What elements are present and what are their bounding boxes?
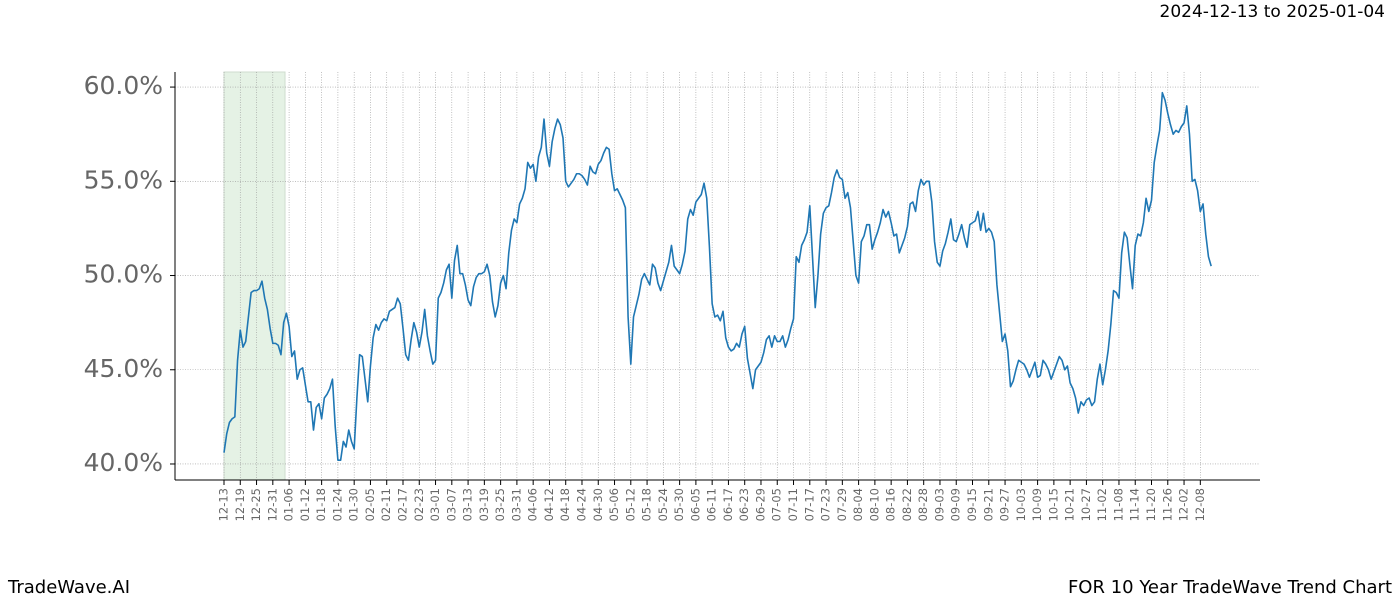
y-tick-label: 55.0% — [84, 165, 163, 194]
x-tick-label: 09-09 — [949, 488, 963, 521]
trend-line — [223, 91, 1212, 462]
x-tick-label: 06-11 — [705, 488, 719, 521]
x-tick-label: 12-02 — [1177, 488, 1191, 521]
x-tick-label: 08-10 — [867, 488, 881, 521]
x-tick-label: 10-03 — [1014, 488, 1028, 521]
x-tick-label: 12-13 — [217, 488, 231, 521]
y-tick-label: 60.0% — [84, 71, 163, 100]
x-tick-label: 02-11 — [379, 488, 393, 521]
x-tick-label: 09-27 — [998, 488, 1012, 521]
x-tick-label: 09-15 — [965, 488, 979, 521]
x-tick-label: 07-11 — [786, 488, 800, 521]
x-tick-label: 08-16 — [884, 488, 898, 521]
x-tick-label: 10-09 — [1030, 488, 1044, 521]
x-tick-label: 08-22 — [900, 488, 914, 521]
x-tick-label: 03-13 — [461, 488, 475, 521]
x-tick-label: 03-19 — [477, 488, 491, 521]
highlight-span — [223, 71, 286, 481]
x-tick-label: 06-29 — [753, 488, 767, 521]
brand: TradeWave.AI — [7, 577, 130, 598]
x-tick-label: 11-02 — [1095, 488, 1109, 521]
x-tick-label: 07-05 — [770, 488, 784, 521]
x-tick-label: 05-12 — [623, 488, 637, 521]
x-tick-label: 12-08 — [1193, 488, 1207, 521]
x-tick-label: 02-17 — [395, 488, 409, 521]
x-tick-label: 03-31 — [509, 488, 523, 521]
x-tick-label: 10-15 — [1046, 488, 1060, 521]
x-tick-label: 11-08 — [1111, 488, 1125, 521]
y-tick-label: 45.0% — [84, 354, 163, 383]
x-tick-label: 07-17 — [802, 488, 816, 521]
x-tick-label: 02-23 — [412, 488, 426, 521]
x-tick-label: 11-20 — [1144, 488, 1158, 521]
x-tick-label: 04-24 — [574, 488, 588, 521]
date-range: 2024-12-13 to 2025-01-04 — [1160, 2, 1385, 22]
x-tick-label: 10-27 — [1079, 488, 1093, 521]
x-tick-label: 05-06 — [607, 488, 621, 521]
y-tick-label: 40.0% — [84, 448, 163, 477]
x-tick-label: 06-05 — [688, 488, 702, 521]
x-tick-label: 09-03 — [932, 488, 946, 521]
x-tick-label: 10-21 — [1063, 488, 1077, 521]
x-tick-label: 09-21 — [981, 488, 995, 521]
x-tick-label: 06-23 — [737, 488, 751, 521]
x-tick-label: 01-24 — [330, 488, 344, 521]
x-tick-label: 01-12 — [298, 488, 312, 521]
x-tick-label: 03-01 — [428, 488, 442, 521]
x-tick-label: 12-25 — [249, 488, 263, 521]
chart-title: FOR 10 Year TradeWave Trend Chart — [1068, 577, 1392, 598]
x-tick-label: 01-06 — [282, 488, 296, 521]
x-tick-label: 02-05 — [363, 488, 377, 521]
x-tick-label: 08-04 — [851, 488, 865, 521]
x-tick-label: 03-07 — [444, 488, 458, 521]
x-tick-label: 04-30 — [591, 488, 605, 521]
x-tick-label: 05-30 — [672, 488, 686, 521]
x-tick-label: 07-29 — [835, 488, 849, 521]
x-tick-label: 07-23 — [819, 488, 833, 521]
x-tick-label: 12-19 — [233, 488, 247, 521]
x-tick-label: 11-26 — [1160, 488, 1174, 521]
y-tick-label: 50.0% — [84, 260, 163, 289]
x-tick-label: 11-14 — [1128, 488, 1142, 521]
x-tick-label: 05-24 — [656, 488, 670, 521]
x-tick-label: 04-06 — [526, 488, 540, 521]
x-tick-label: 05-18 — [640, 488, 654, 521]
x-tick-label: 04-12 — [542, 488, 556, 521]
x-tick-label: 08-28 — [916, 488, 930, 521]
x-tick-label: 01-18 — [314, 488, 328, 521]
x-tick-label: 01-30 — [347, 488, 361, 521]
x-tick-label: 12-31 — [265, 488, 279, 521]
x-tick-label: 04-18 — [558, 488, 572, 521]
x-tick-label: 06-17 — [721, 488, 735, 521]
x-tick-label: 03-25 — [493, 488, 507, 521]
